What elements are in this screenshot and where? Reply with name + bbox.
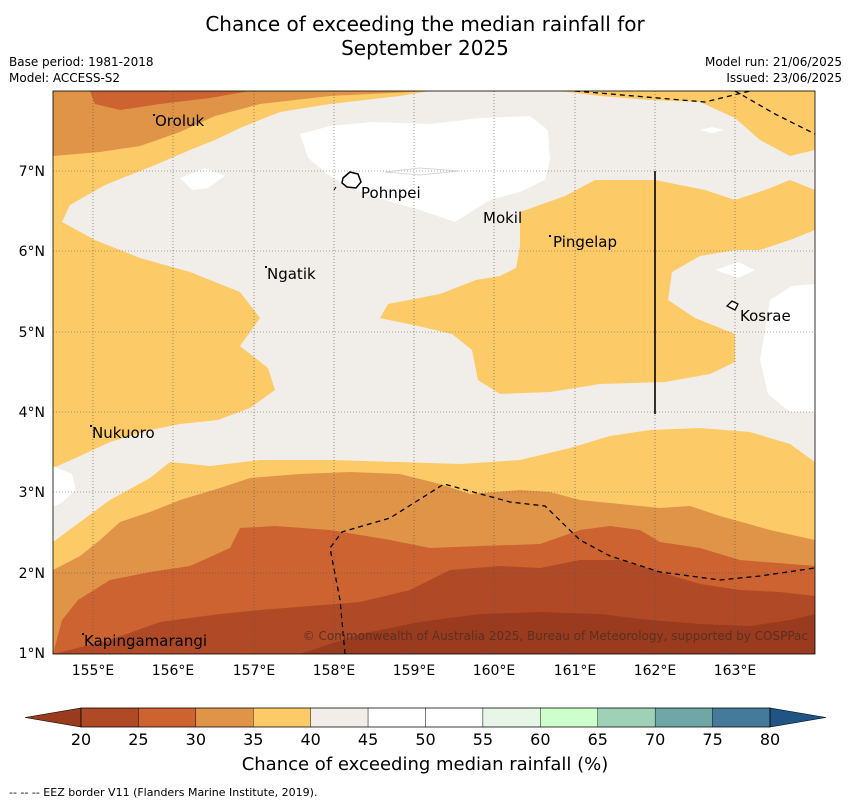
x-axis-ticks: 155°E 156°E 157°E 158°E 159°E 160°E 161°…: [72, 663, 757, 679]
colorbar-label: 20: [71, 730, 91, 749]
kosrae-island: [725, 300, 739, 311]
eez-border-south: [329, 483, 815, 654]
label-ngatik: Ngatik: [267, 265, 316, 283]
band-45-50-small-west: [180, 168, 225, 190]
copyright-note: © Commonwealth of Australia 2025, Bureau…: [303, 629, 808, 643]
label-kosrae: Kosrae: [740, 307, 791, 325]
map-frame: [52, 90, 816, 655]
label-nukuoro: Nukuoro: [92, 424, 155, 442]
model-run: Model run: 21/06/2025: [704, 55, 842, 69]
map-title: Chance of exceeding the median rainfall …: [0, 12, 850, 60]
model-name: Model: ACCESS-S2: [9, 71, 121, 85]
label-kapingamarangi: Kapingamarangi: [84, 632, 207, 650]
band-35-40-east: [380, 180, 815, 394]
colorbar-cells: [80, 707, 771, 728]
meta-right: Model run: 21/06/2025 Issued: 23/06/2025: [705, 54, 842, 86]
x-tick: 159°E: [393, 663, 436, 679]
band-45-50-north: [300, 116, 550, 222]
colorbar-label: 60: [530, 730, 550, 749]
eez-border-northeast: [734, 91, 815, 135]
colorbar-label: 35: [243, 730, 263, 749]
label-mokil: Mokil: [483, 209, 522, 227]
colorbar-label: 25: [128, 730, 148, 749]
colorbar-cell: [712, 707, 771, 728]
colorbar-label: 70: [645, 730, 665, 749]
y-tick: 5°N: [19, 325, 45, 341]
eez-borders: [329, 91, 815, 654]
pohnpei-atoll: [333, 186, 337, 191]
colorbar-cell: [597, 707, 656, 728]
colorbar-label: 40: [300, 730, 320, 749]
colorbar-cell: [540, 707, 598, 728]
y-axis-ticks: 7°N 6°N 5°N 4°N 3°N 2°N 1°N: [19, 164, 45, 662]
label-oroluk: Oroluk: [155, 112, 204, 130]
y-tick: 2°N: [19, 566, 45, 582]
x-tick: 156°E: [152, 663, 195, 679]
colorbar-label: 80: [760, 730, 780, 749]
band-45-50-west: [53, 466, 76, 506]
band-25-30-north: [90, 91, 250, 110]
band-45-50-small-east: [715, 262, 755, 278]
band-35-40-northeast: [560, 91, 815, 156]
colorbar-cell: [654, 707, 713, 728]
colorbar-cell: [425, 707, 484, 728]
band-45-50-east: [760, 284, 815, 412]
x-tick: 155°E: [72, 663, 115, 679]
y-tick: 6°N: [19, 244, 45, 260]
colorbar-title: Chance of exceeding median rainfall (%): [241, 754, 609, 775]
x-tick: 161°E: [554, 663, 597, 679]
colorbar-frame: [80, 707, 771, 728]
eez-border-north: [574, 91, 751, 103]
issued-date: Issued: 23/06/2025: [726, 71, 842, 85]
colorbar-cell: [253, 707, 311, 728]
band-35-40-northwest: [53, 91, 430, 468]
colorbar-label: 30: [186, 730, 206, 749]
colorbar-labels: 20 25 30 35 40 45 50 55 60 65 70 75 80: [71, 730, 780, 749]
colorbar-label: 50: [415, 730, 435, 749]
graticule: [53, 91, 815, 654]
label-pingelap: Pingelap: [553, 233, 617, 251]
label-pohnpei: Pohnpei: [361, 184, 421, 202]
y-tick: 3°N: [19, 485, 45, 501]
colorbar-under-triangle: [24, 707, 82, 728]
band-45-50-dot-northeast: [700, 127, 724, 133]
title-line-2: September 2025: [341, 36, 509, 60]
map-fill-layer: [53, 91, 815, 654]
y-tick: 4°N: [19, 405, 45, 421]
meta-left: Base period: 1981-2018 Model: ACCESS-S2: [9, 54, 154, 86]
ant-atoll: [384, 167, 461, 176]
colorbar-cell: [367, 707, 426, 728]
colorbar-label: 45: [358, 730, 378, 749]
x-tick: 160°E: [473, 663, 516, 679]
colorbar-cell: [138, 707, 197, 728]
colorbar-cell: [195, 707, 254, 728]
base-period: Base period: 1981-2018: [9, 55, 154, 69]
band-under-20-south: [300, 612, 815, 654]
colorbar-label: 55: [473, 730, 493, 749]
pohnpei-island: [341, 171, 362, 189]
x-tick: 158°E: [313, 663, 356, 679]
colorbar-over-triangle: [769, 707, 827, 728]
x-tick: 162°E: [634, 663, 677, 679]
colorbar-cell: [482, 707, 541, 728]
island-markers: [82, 114, 551, 635]
y-tick: 1°N: [19, 646, 45, 662]
title-line-1: Chance of exceeding the median rainfall …: [205, 12, 645, 36]
eez-footnote: -- -- -- EEZ border V11 (Flanders Marine…: [9, 786, 318, 799]
colorbar-label: 75: [702, 730, 722, 749]
y-tick: 7°N: [19, 164, 45, 180]
colorbar-cell: [310, 707, 369, 728]
x-tick: 163°E: [714, 663, 757, 679]
band-30-35-north: [53, 91, 430, 156]
colorbar: 20 25 30 35 40 45 50 55 60 65 70 75 80: [24, 707, 827, 749]
x-tick: 157°E: [233, 663, 276, 679]
colorbar-label: 65: [588, 730, 608, 749]
colorbar-cell: [80, 707, 139, 728]
